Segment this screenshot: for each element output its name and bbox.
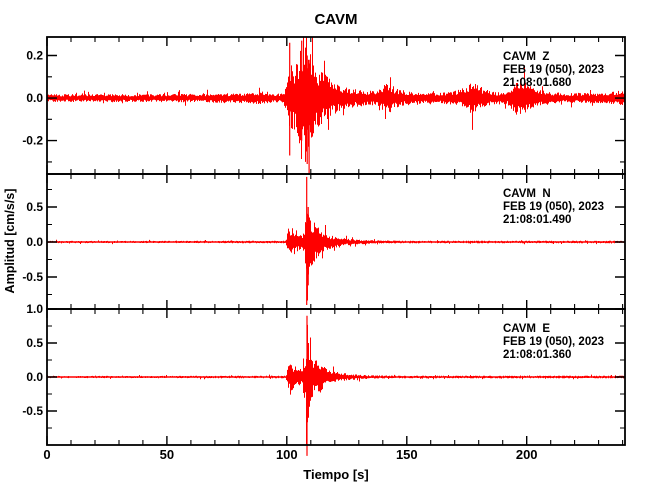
y-axis-title: Amplitud [cm/s/s] [3, 189, 17, 294]
y-tick-label: 0.2 [26, 49, 43, 63]
x-tick-label: 200 [516, 447, 538, 462]
y-tick-label: -0.5 [22, 270, 43, 284]
y-tick-label: -0.2 [22, 134, 43, 148]
panel-annotation-line: 21:08:01.680 [503, 77, 571, 89]
minor-ticks [47, 309, 625, 446]
minor-ticks [47, 37, 625, 174]
minor-ticks [47, 174, 625, 309]
y-tick-label: 0.0 [26, 370, 43, 384]
x-axis-group: 0 50 100 150 200 [43, 447, 537, 462]
y-tick-label: 0.5 [26, 200, 43, 214]
panel-annotation-line: 21:08:01.360 [503, 349, 571, 361]
panel-annotation-line: CAVM E [503, 323, 550, 335]
major-ticks [46, 174, 625, 309]
panel-annotation-line: 21:08:01.490 [503, 214, 571, 226]
x-tick-label: 150 [396, 447, 418, 462]
x-tick-label: 50 [160, 447, 174, 462]
x-axis-title: Tiempo [s] [303, 467, 369, 482]
y-tick-label: 0.0 [26, 91, 43, 105]
panel-annotation-line: FEB 19 (050), 2023 [503, 64, 604, 76]
major-ticks [46, 37, 625, 174]
event-spikes-z [289, 40, 310, 174]
x-tick-label: 100 [276, 447, 298, 462]
panel-annotation-line: FEB 19 (050), 2023 [503, 201, 604, 213]
major-ticks [46, 308, 625, 445]
y-tick-label: 0.0 [26, 235, 43, 249]
event-spikes-n [306, 176, 309, 305]
figure-title: CAVM [314, 11, 357, 28]
panel-annotation-line: CAVM N [503, 188, 551, 200]
x-tick-label: 0 [43, 447, 50, 462]
y-tick-label: 1.0 [26, 302, 43, 316]
panel-annotation-line: CAVM Z [503, 51, 549, 63]
event-spikes-e [306, 315, 309, 456]
y-tick-label: -0.5 [22, 404, 43, 418]
panel-annotation-line: FEB 19 (050), 2023 [503, 336, 604, 348]
y-tick-label: 0.5 [26, 336, 43, 350]
